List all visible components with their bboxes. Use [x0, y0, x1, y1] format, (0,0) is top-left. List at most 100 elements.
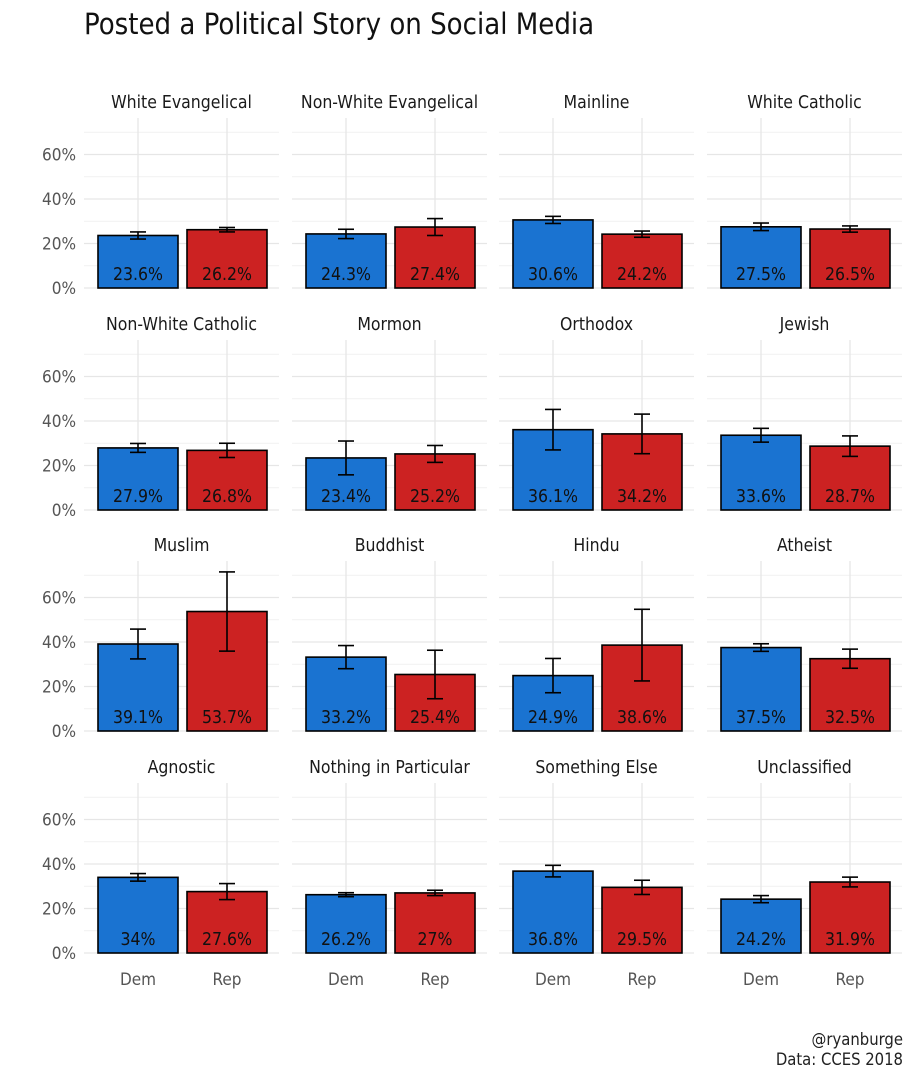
panel-orthodox: Orthodox 36.1% 34.2%	[499, 315, 694, 511]
data-label-dem: 36.8%	[528, 930, 578, 950]
data-label-dem: 23.6%	[113, 265, 163, 285]
y-tick-label: 0%	[52, 722, 76, 742]
panel-something-else: Something Else 36.8% 29.5% Dem Rep	[499, 758, 694, 990]
y-tick-label: 20%	[42, 900, 76, 920]
data-label-rep: 53.7%	[202, 708, 252, 728]
x-tick-label-dem: Dem	[328, 970, 364, 990]
panel-jewish: Jewish 33.6% 28.7%	[707, 315, 902, 511]
x-tick-label-dem: Dem	[535, 970, 571, 990]
y-tick-label: 20%	[42, 235, 76, 255]
facet-label-mainline: Mainline	[563, 93, 629, 113]
bar-dem	[305, 233, 387, 289]
y-tick-label: 40%	[42, 855, 76, 875]
data-label-rep: 24.2%	[617, 265, 667, 285]
data-label-dem: 24.9%	[528, 708, 578, 728]
data-label-rep: 26.2%	[202, 265, 252, 285]
x-tick-label-rep: Rep	[836, 970, 865, 990]
facet-label-something-else: Something Else	[535, 758, 657, 778]
facet-label-jewish: Jewish	[779, 315, 830, 335]
data-label-dem: 24.3%	[321, 265, 371, 285]
facet-label-buddhist: Buddhist	[355, 536, 425, 556]
facet-label-agnostic: Agnostic	[148, 758, 216, 778]
data-label-dem: 34%	[121, 930, 156, 950]
y-tick-label: 20%	[42, 457, 76, 477]
facet-label-hindu: Hindu	[573, 536, 619, 556]
data-label-dem: 33.6%	[736, 487, 786, 507]
bar-dem	[97, 876, 179, 954]
y-tick-label: 60%	[42, 589, 76, 609]
y-tick-label: 0%	[52, 501, 76, 521]
bar-rep	[394, 892, 476, 954]
facet-label-mormon: Mormon	[357, 315, 421, 335]
panel-white-evangelical: White Evangelical 23.6% 26.2% 0% 20% 40% 60%	[42, 93, 279, 299]
data-label-rep: 25.4%	[410, 708, 460, 728]
facet-label-white-catholic: White Catholic	[747, 93, 862, 113]
bar-rep	[809, 657, 891, 732]
facet-label-non-white-evangelical: Non-White Evangelical	[301, 93, 478, 113]
x-tick-label-rep: Rep	[213, 970, 242, 990]
data-label-dem: 23.4%	[321, 487, 371, 507]
bar-dem	[305, 893, 387, 954]
bar-rep	[809, 881, 891, 954]
data-label-rep: 27.4%	[410, 265, 460, 285]
panel-buddhist: Buddhist 33.2% 25.4%	[292, 536, 487, 732]
y-tick-label: 0%	[52, 279, 76, 299]
bar-rep	[186, 449, 268, 511]
data-label-dem: 24.2%	[736, 930, 786, 950]
facet-label-orthodox: Orthodox	[560, 315, 633, 335]
panel-muslim: Muslim 39.1% 53.7% 0% 20% 40% 60%	[42, 536, 279, 742]
facet-label-unclassified: Unclassified	[757, 758, 852, 778]
facet-label-nothing-in-particular: Nothing in Particular	[309, 758, 470, 778]
panel-hindu: Hindu 24.9% 38.6%	[499, 536, 694, 732]
bar-rep	[601, 886, 683, 954]
bar-dem	[97, 447, 179, 511]
caption-source: Data: CCES 2018	[776, 1050, 903, 1069]
bar-rep	[809, 228, 891, 289]
data-label-rep: 32.5%	[825, 708, 875, 728]
data-label-rep: 27%	[418, 930, 453, 950]
bar-rep	[186, 228, 268, 289]
data-label-dem: 26.2%	[321, 930, 371, 950]
y-tick-label: 40%	[42, 633, 76, 653]
data-label-dem: 27.9%	[113, 487, 163, 507]
panel-non-white-catholic: Non-White Catholic 27.9% 26.8% 0% 20% 40% 60%	[42, 315, 279, 521]
data-label-rep: 34.2%	[617, 487, 667, 507]
data-label-rep: 27.6%	[202, 930, 252, 950]
data-label-rep: 26.5%	[825, 265, 875, 285]
y-tick-label: 60%	[42, 811, 76, 831]
panel-unclassified: Unclassified 24.2% 31.9% Dem Rep	[707, 758, 902, 990]
x-tick-label-dem: Dem	[743, 970, 779, 990]
bar-rep	[601, 233, 683, 289]
panel-non-white-evangelical: Non-White Evangelical 24.3% 27.4%	[292, 93, 487, 289]
chart-title: Posted a Political Story on Social Media	[84, 7, 594, 41]
data-label-rep: 26.8%	[202, 487, 252, 507]
facet-label-non-white-catholic: Non-White Catholic	[106, 315, 257, 335]
bar-dem	[720, 226, 802, 289]
panel-atheist: Atheist 37.5% 32.5%	[707, 536, 902, 732]
panel-mainline: Mainline 30.6% 24.2%	[499, 93, 694, 289]
data-label-dem: 36.1%	[528, 487, 578, 507]
data-label-dem: 39.1%	[113, 708, 163, 728]
y-tick-label: 40%	[42, 190, 76, 210]
facet-label-atheist: Atheist	[777, 536, 832, 556]
panel-nothing-in-particular: Nothing in Particular 26.2% 27% Dem Rep	[292, 758, 487, 990]
data-label-dem: 27.5%	[736, 265, 786, 285]
y-tick-label: 20%	[42, 678, 76, 698]
panel-mormon: Mormon 23.4% 25.2%	[292, 315, 487, 511]
data-label-dem: 33.2%	[321, 708, 371, 728]
caption-author: @ryanburge	[812, 1030, 903, 1049]
data-label-rep: 31.9%	[825, 930, 875, 950]
bar-rep	[186, 890, 268, 954]
bar-rep	[394, 453, 476, 511]
y-tick-label: 0%	[52, 944, 76, 964]
y-tick-label: 60%	[42, 368, 76, 388]
data-label-rep: 25.2%	[410, 487, 460, 507]
x-tick-label-dem: Dem	[120, 970, 156, 990]
facet-label-white-evangelical: White Evangelical	[111, 93, 252, 113]
facet-label-muslim: Muslim	[154, 536, 210, 556]
x-tick-label-rep: Rep	[421, 970, 450, 990]
x-tick-label-rep: Rep	[628, 970, 657, 990]
panels: White Evangelical 23.6% 26.2% 0% 20% 40% 60% No…	[42, 93, 902, 990]
panel-white-catholic: White Catholic 27.5% 26.5%	[707, 93, 902, 289]
